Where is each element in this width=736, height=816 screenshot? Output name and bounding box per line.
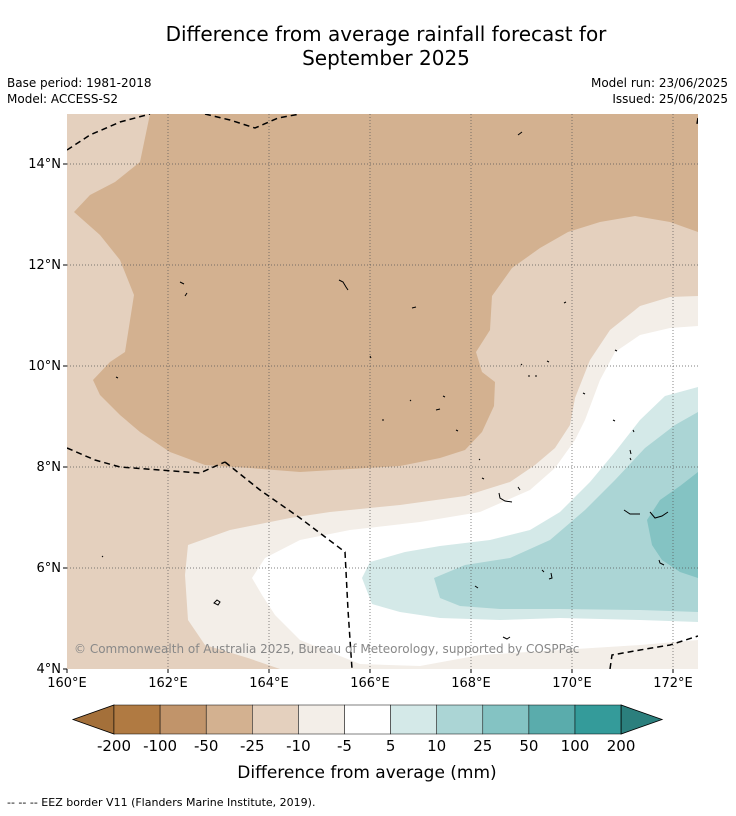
lon-tick-label: 168°E — [451, 676, 491, 691]
title-line-2: September 2025 — [302, 46, 470, 70]
colorbar-segment — [482, 704, 530, 735]
eez-legend: -- -- -- EEZ border V11 (Flanders Marine… — [7, 796, 316, 809]
lat-tick-label: 6°N — [37, 561, 62, 576]
meta-left: Base period: 1981-2018 Model: ACCESS-S2 — [7, 75, 152, 107]
model-run: Model run: 23/06/2025 — [590, 76, 728, 90]
colorbar-tick-label: -10 — [286, 737, 311, 755]
tick-marks — [63, 163, 674, 673]
colorbar-segment — [436, 704, 484, 735]
map-title: Difference from average rainfall forecas… — [0, 22, 736, 70]
colorbar-segment — [390, 704, 437, 735]
colorbar — [71, 704, 664, 735]
colorbar-tick-label: -25 — [240, 737, 265, 755]
colorbar-segment — [574, 704, 622, 735]
colorbar-segment — [113, 704, 161, 735]
lon-tick-label: 170°E — [552, 676, 592, 691]
lat-tick-label: 12°N — [28, 258, 61, 273]
lat-tick-label: 4°N — [37, 662, 62, 677]
colorbar-segment — [528, 704, 576, 735]
colorbar-segment — [344, 704, 391, 735]
colorbar-segment — [159, 704, 207, 735]
wet-core — [647, 472, 698, 578]
title-line-1: Difference from average rainfall forecas… — [165, 22, 607, 46]
colorbar-tick-label: 100 — [561, 737, 590, 755]
latitude-labels: 14°N 12°N 10°N 8°N 6°N 4°N — [28, 157, 61, 677]
lat-tick-label: 14°N — [28, 157, 61, 172]
lat-tick-label: 8°N — [37, 460, 62, 475]
colorbar-segment — [298, 704, 345, 735]
colorbar-tick-label: -5 — [337, 737, 352, 755]
eez-borders — [67, 114, 698, 669]
wet-band-medium — [434, 412, 698, 612]
colorbar-segment — [205, 704, 253, 735]
colorbar-tick-label: -200 — [97, 737, 131, 755]
lon-tick-label: 172°E — [653, 676, 693, 691]
colorbar-arrow-right — [620, 704, 664, 735]
colorbar-segment — [252, 704, 299, 735]
colorbar-labels: -200 -100 -50 -25 -10 -5 5 10 25 50 100 200 — [97, 737, 635, 755]
longitude-labels: 160°E 162°E 164°E 166°E 168°E 170°E 172°… — [47, 676, 693, 691]
colorbar-tick-label: 50 — [519, 737, 538, 755]
dry-region — [74, 114, 698, 472]
colorbar-tick-label: 5 — [386, 737, 396, 755]
lon-tick-label: 166°E — [350, 676, 390, 691]
colorbar-tick-label: -100 — [143, 737, 177, 755]
colorbar-tick-label: -50 — [194, 737, 219, 755]
lon-tick-label: 160°E — [47, 676, 87, 691]
map-area: © Commonwealth of Australia 2025, Bureau… — [67, 114, 698, 669]
lat-tick-label: 10°N — [28, 359, 61, 374]
colorbar-tick-label: 200 — [607, 737, 636, 755]
islands — [101, 131, 669, 640]
issued-date: Issued: 25/06/2025 — [612, 92, 728, 106]
lon-tick-label: 162°E — [148, 676, 188, 691]
colorbar-tick-label: 25 — [473, 737, 492, 755]
graticule — [67, 114, 698, 669]
colorbar-title: Difference from average (mm) — [237, 763, 496, 783]
lon-tick-label: 164°E — [249, 676, 289, 691]
colorbar-arrow-left — [71, 704, 115, 735]
copyright-notice: © Commonwealth of Australia 2025, Bureau… — [74, 642, 579, 656]
model-name: Model: ACCESS-S2 — [7, 92, 119, 106]
meta-right: Model run: 23/06/2025 Issued: 25/06/2025 — [591, 75, 728, 107]
colorbar-tick-label: 10 — [427, 737, 446, 755]
base-period: Base period: 1981-2018 — [7, 76, 152, 90]
